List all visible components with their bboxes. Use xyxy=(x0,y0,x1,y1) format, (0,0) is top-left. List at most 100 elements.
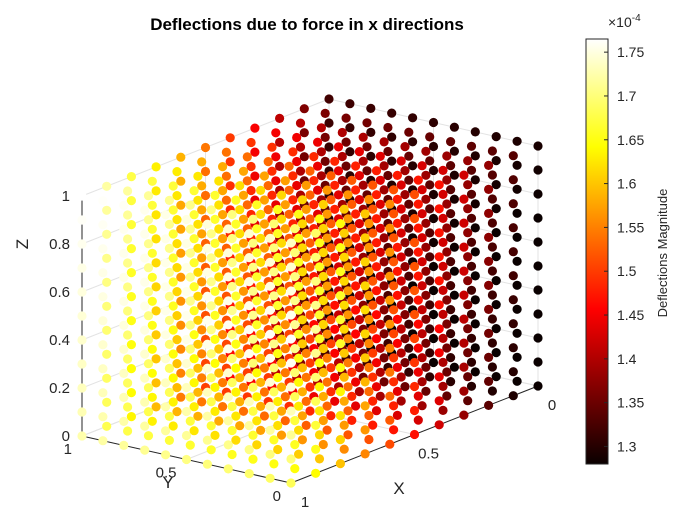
data-point xyxy=(185,392,195,402)
data-point xyxy=(172,215,182,225)
data-point xyxy=(286,358,296,368)
data-point xyxy=(400,262,410,272)
data-point xyxy=(351,209,361,219)
data-point xyxy=(238,334,249,344)
data-point xyxy=(297,315,307,325)
data-point xyxy=(231,267,241,277)
data-point xyxy=(276,310,287,320)
data-point xyxy=(512,256,522,266)
data-point xyxy=(288,171,298,181)
data-point xyxy=(358,132,368,142)
data-point xyxy=(168,229,178,239)
data-point xyxy=(280,248,290,258)
data-point xyxy=(231,291,241,301)
data-point xyxy=(238,286,249,296)
data-point xyxy=(147,320,157,330)
data-point xyxy=(322,401,332,411)
data-point xyxy=(311,420,321,430)
data-point xyxy=(354,243,364,253)
data-point xyxy=(297,195,307,205)
data-point xyxy=(267,142,277,152)
data-point xyxy=(164,363,174,373)
data-point xyxy=(459,386,469,396)
data-point xyxy=(371,214,382,224)
data-point xyxy=(276,334,287,344)
data-point xyxy=(210,358,220,368)
data-point xyxy=(404,127,414,137)
data-point xyxy=(147,200,157,210)
data-point xyxy=(176,392,186,402)
data-point xyxy=(297,411,307,421)
data-point xyxy=(126,244,136,254)
data-point xyxy=(434,252,444,262)
data-point xyxy=(446,353,456,363)
data-point xyxy=(256,281,266,291)
data-point xyxy=(181,334,192,345)
data-point xyxy=(351,353,361,363)
data-point xyxy=(284,209,294,219)
data-point xyxy=(446,377,456,387)
z-tick-label: 0.2 xyxy=(49,380,70,397)
data-point xyxy=(305,286,315,296)
data-point xyxy=(223,272,233,282)
data-point xyxy=(244,349,254,359)
data-point xyxy=(311,444,321,454)
data-point xyxy=(442,151,452,161)
data-point xyxy=(358,156,368,166)
data-point xyxy=(206,277,216,287)
data-point xyxy=(305,238,315,248)
data-point xyxy=(413,343,423,353)
data-point xyxy=(428,141,439,152)
data-point xyxy=(164,219,174,229)
data-point xyxy=(326,195,336,205)
data-point xyxy=(248,430,258,440)
data-point xyxy=(446,305,456,315)
data-point xyxy=(413,415,423,425)
data-point xyxy=(221,195,231,205)
data-point xyxy=(168,181,178,191)
data-point xyxy=(185,248,195,258)
data-point xyxy=(102,229,112,239)
data-point xyxy=(206,445,216,455)
data-point xyxy=(294,233,304,243)
data-point xyxy=(231,435,241,445)
data-point xyxy=(280,224,290,234)
data-point xyxy=(280,392,290,402)
data-point xyxy=(392,290,402,300)
data-point xyxy=(126,316,136,326)
data-point xyxy=(368,396,378,406)
colorbar-tick-label: 1.5 xyxy=(617,263,637,279)
data-point xyxy=(347,271,357,281)
data-point xyxy=(466,189,477,199)
data-point xyxy=(102,301,112,311)
data-point xyxy=(140,325,150,335)
data-point xyxy=(295,118,306,128)
data-point xyxy=(140,253,150,263)
data-point xyxy=(442,271,452,281)
data-point xyxy=(265,353,275,363)
data-point xyxy=(172,239,182,249)
data-point xyxy=(371,310,382,320)
data-point xyxy=(466,213,477,223)
data-point xyxy=(140,349,150,359)
data-point xyxy=(339,348,349,358)
data-point xyxy=(252,368,262,378)
data-point xyxy=(286,262,296,272)
data-point xyxy=(409,429,420,440)
data-point xyxy=(512,280,522,290)
data-point xyxy=(337,151,347,162)
data-point xyxy=(368,180,378,190)
data-point xyxy=(392,218,402,228)
colorbar-tick-label: 1.45 xyxy=(617,307,644,323)
data-point xyxy=(248,406,258,416)
data-point xyxy=(330,252,340,262)
data-point xyxy=(197,373,207,383)
data-point xyxy=(318,199,328,210)
data-point xyxy=(248,358,258,368)
data-point xyxy=(491,324,501,334)
data-point xyxy=(305,262,315,272)
data-point xyxy=(326,219,336,229)
data-point xyxy=(362,118,372,128)
data-point xyxy=(533,333,543,343)
data-point xyxy=(256,257,266,267)
